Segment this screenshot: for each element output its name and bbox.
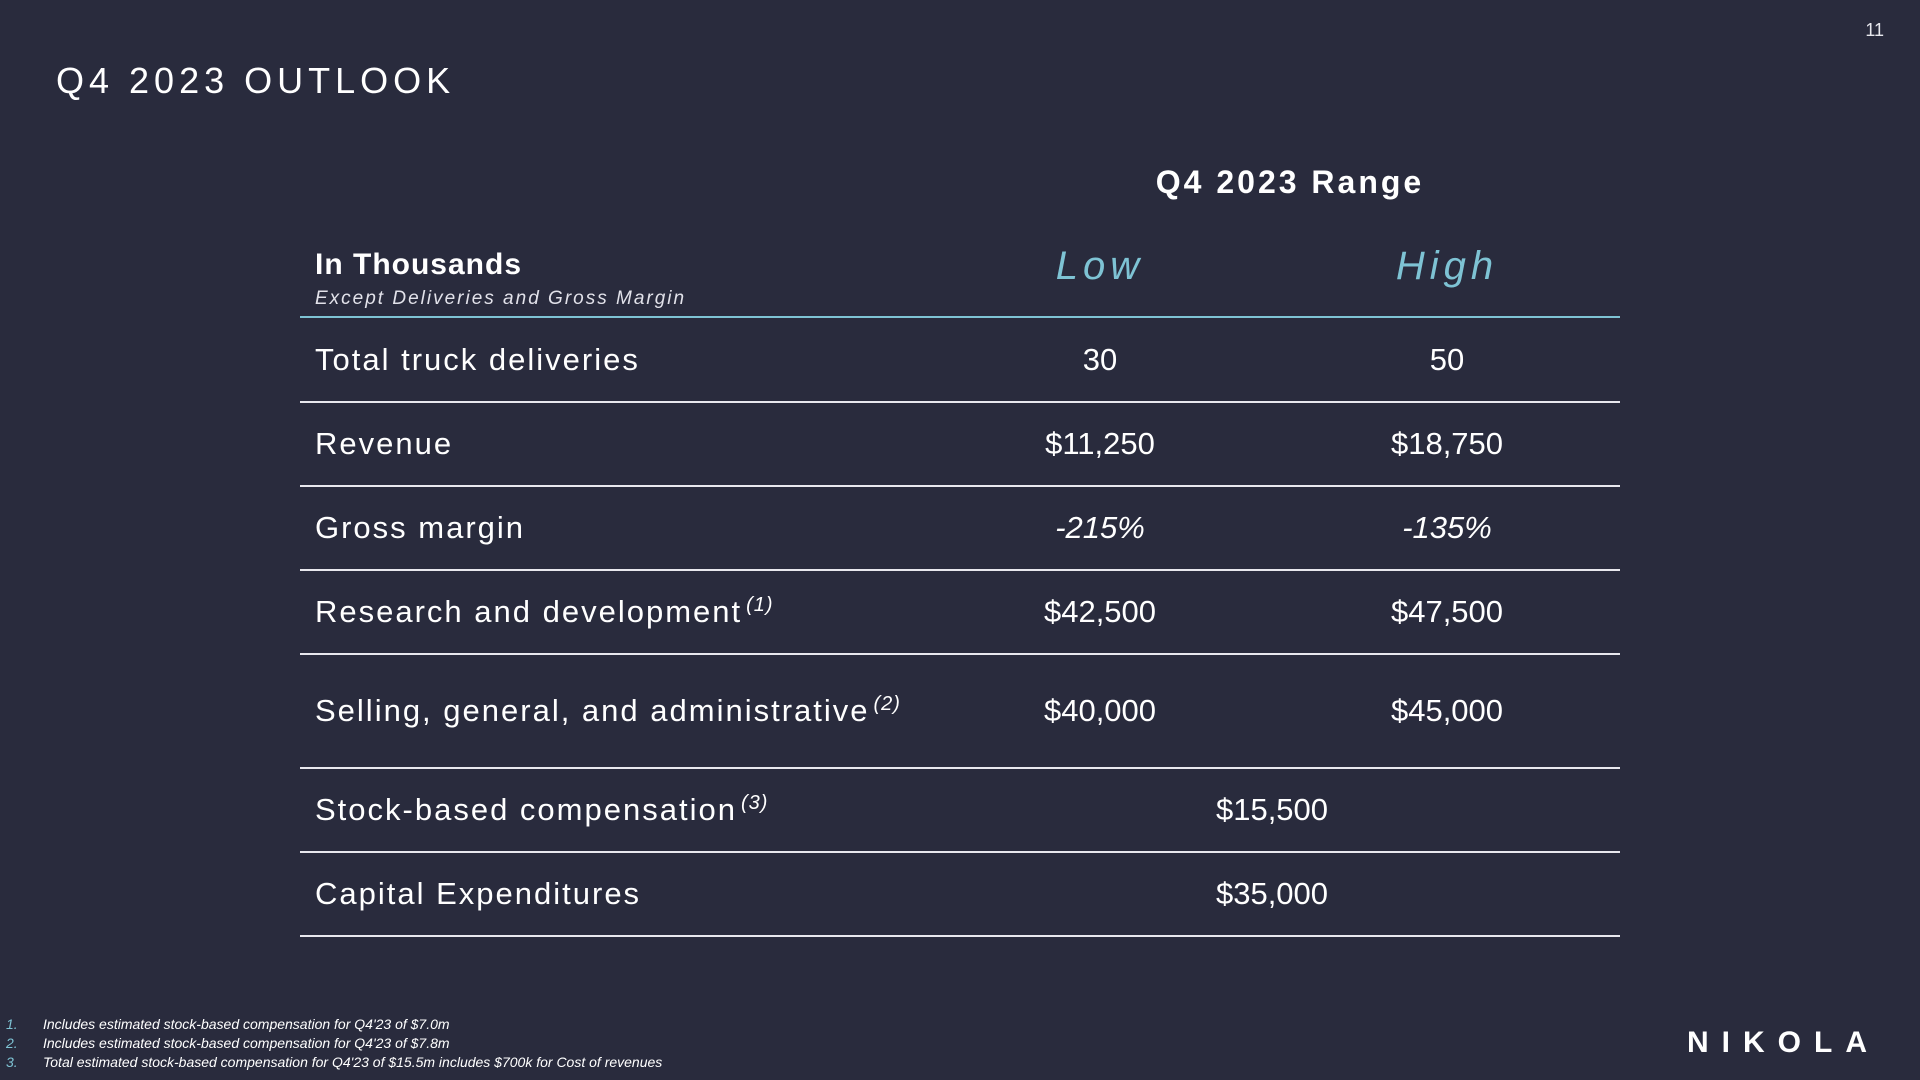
footnote-number: 3.: [6, 1054, 18, 1070]
table-row: Research and development (1) $42,500 $47,…: [300, 571, 1620, 655]
table-row: Stock-based compensation (3) $15,500: [300, 769, 1620, 853]
table-row: Gross margin -215% -135%: [300, 487, 1620, 571]
row-low-value: $42,500: [1043, 594, 1157, 629]
column-header-high: High: [1395, 244, 1499, 288]
row-label: Stock-based compensation (3): [315, 791, 769, 828]
row-label: Research and development (1): [315, 593, 774, 630]
row-low-value: $40,000: [1043, 693, 1157, 728]
page-number: 11: [1865, 20, 1884, 40]
row-label: Selling, general, and administrative (2): [315, 692, 901, 729]
footnote: 2. Includes estimated stock-based compen…: [6, 1034, 662, 1053]
outlook-table: In Thousands Except Deliveries and Gross…: [300, 240, 1620, 937]
page-title: Q4 2023 OUTLOOK: [56, 60, 456, 101]
row-high-value: -135%: [1402, 510, 1492, 545]
footnote-text: Includes estimated stock-based compensat…: [43, 1016, 450, 1032]
row-label: Total truck deliveries: [315, 341, 640, 377]
column-header-low: Low: [1055, 244, 1145, 288]
row-range-value: $15,500: [1215, 792, 1329, 827]
row-label: Gross margin: [315, 510, 526, 545]
row-high-value: $45,000: [1390, 693, 1504, 728]
footnotes: 1. Includes estimated stock-based compen…: [6, 1015, 662, 1072]
table-row: Total truck deliveries 30 50: [300, 318, 1620, 403]
row-low-value: 30: [1082, 341, 1118, 377]
row-high-value: $47,500: [1390, 594, 1504, 629]
table-header: In Thousands Except Deliveries and Gross…: [300, 240, 1620, 318]
header-title: In Thousands: [315, 248, 522, 281]
footnote-text: Includes estimated stock-based compensat…: [43, 1035, 450, 1051]
nikola-logo: NIKOLA: [1687, 1026, 1880, 1059]
row-low-value: -215%: [1055, 510, 1145, 545]
row-high-value: $18,750: [1390, 426, 1504, 461]
row-low-value: $11,250: [1045, 426, 1155, 461]
table-row: Selling, general, and administrative (2) …: [300, 655, 1620, 769]
header-subtitle: Except Deliveries and Gross Margin: [315, 288, 687, 309]
row-label: Revenue: [315, 426, 454, 461]
table-row: Capital Expenditures $35,000: [300, 853, 1620, 937]
footnote-ref: (1): [746, 593, 774, 616]
footnote-number: 2.: [6, 1035, 18, 1051]
footnote: 3. Total estimated stock-based compensat…: [6, 1053, 662, 1072]
table-row: Revenue $11,250 $18,750: [300, 403, 1620, 487]
footnote-ref: (3): [740, 791, 769, 814]
range-heading: Q4 2023 Range: [1155, 164, 1425, 200]
row-high-value: 50: [1429, 341, 1465, 377]
footnote: 1. Includes estimated stock-based compen…: [6, 1015, 662, 1034]
row-range-value: $35,000: [1215, 876, 1329, 911]
row-label: Capital Expenditures: [315, 876, 642, 911]
footnote-text: Total estimated stock-based compensation…: [43, 1054, 663, 1070]
footnote-number: 1.: [6, 1016, 18, 1032]
footnote-ref: (2): [873, 692, 901, 715]
